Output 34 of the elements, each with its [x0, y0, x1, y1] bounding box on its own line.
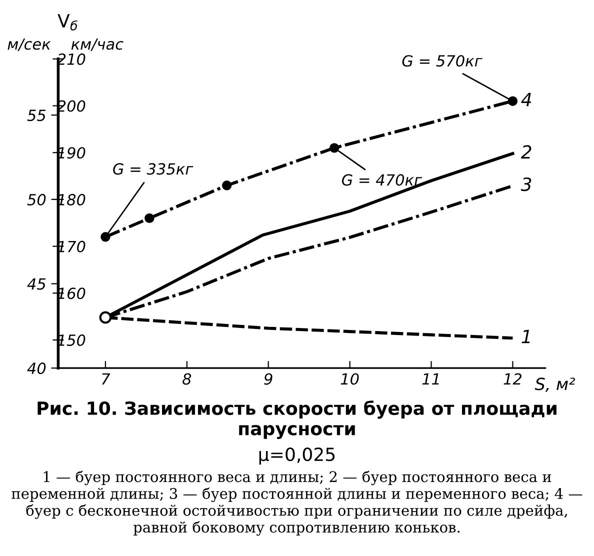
y-tick-label: 190: [58, 147, 86, 159]
point: [99, 311, 112, 324]
annotation: G = 470кг: [342, 174, 422, 186]
y-axis-title: км/час: [71, 38, 124, 51]
annotation: G = 570кг: [402, 55, 482, 67]
text: μ=0,025: [259, 448, 335, 465]
x-tick-label: 12: [504, 373, 522, 385]
text: V$_{б}$: [58, 14, 78, 30]
point: [508, 96, 518, 106]
x-axis-title: S, м²: [534, 378, 575, 392]
x-tick-label: 9: [264, 373, 272, 385]
point: [329, 143, 340, 153]
point: [222, 180, 232, 190]
x-tick-label: 11: [422, 373, 439, 385]
y2-tick-label: 55: [27, 110, 46, 122]
point: [144, 213, 154, 224]
y2-axis-title: м/сек: [8, 38, 51, 51]
x-tick-label: 8: [182, 373, 192, 385]
point: [100, 232, 110, 242]
x-tick-label: 7: [102, 373, 110, 385]
y2-tick-label: 45: [27, 278, 46, 290]
y2-tick-label: 40: [27, 362, 46, 374]
y-tick-label: 180: [58, 194, 86, 206]
y-tick-label: 160: [58, 288, 86, 300]
x-tick-label: 10: [340, 373, 359, 385]
series-label: 2: [520, 145, 532, 159]
text: 1 — буер постоянного веса и длины; 2 — буер постоянного веса и переменной длины; 3 — буер постоянной длины и переменного веса; 4 — буер с бесконечной остойчивостью при ограничении по силе дрейфа, равной боковому сопротивлению коньков.: [12, 470, 582, 536]
y-tick-label: 150: [58, 334, 86, 346]
y-tick-label: 170: [58, 240, 86, 252]
series-label: 4: [521, 92, 532, 106]
series-label: 1: [522, 330, 530, 344]
annotation: G = 335кг: [113, 163, 194, 175]
series-label: 3: [520, 177, 532, 192]
y2-tick-label: 50: [27, 194, 46, 206]
